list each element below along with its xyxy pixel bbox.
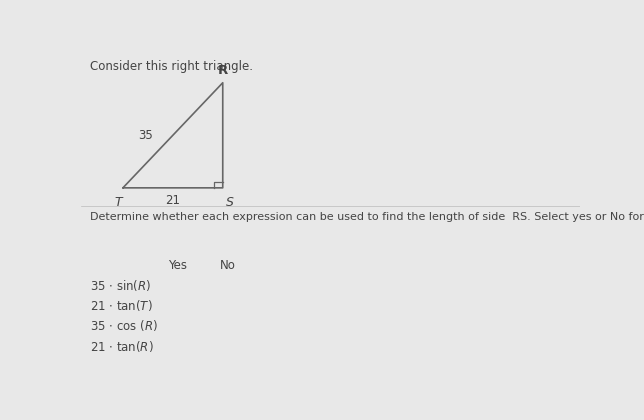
- Text: R: R: [218, 64, 228, 77]
- Text: Consider this right triangle.: Consider this right triangle.: [90, 60, 254, 73]
- Text: No: No: [220, 259, 236, 272]
- Text: 35 $\cdot$ sin($R$): 35 $\cdot$ sin($R$): [90, 278, 152, 294]
- Text: T: T: [114, 196, 122, 209]
- Text: Determine whether each expression can be used to find the length of side  RS. Se: Determine whether each expression can be…: [90, 212, 644, 222]
- Text: 21: 21: [166, 194, 180, 207]
- Text: S: S: [226, 196, 234, 209]
- Text: Yes: Yes: [168, 259, 187, 272]
- Text: 21 $\cdot$ tan($T$): 21 $\cdot$ tan($T$): [90, 299, 153, 313]
- Text: 35: 35: [138, 129, 153, 142]
- Text: 21 $\cdot$ tan($R$): 21 $\cdot$ tan($R$): [90, 339, 155, 354]
- Text: 35 $\cdot$ cos ($R$): 35 $\cdot$ cos ($R$): [90, 318, 158, 333]
